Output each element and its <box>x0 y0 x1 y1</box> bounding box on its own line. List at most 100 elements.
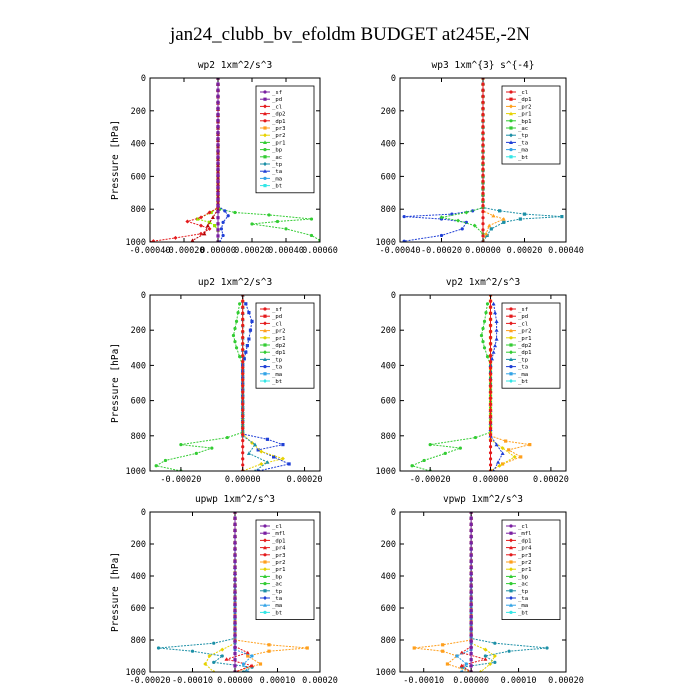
data-point-vpwp-2-4 <box>488 662 493 666</box>
x-tick-label-vpwp-2: 0.00010 <box>501 676 537 686</box>
series-marker-up2-0-0-1 <box>236 311 240 315</box>
legend-marker-wp2-5 <box>263 126 267 130</box>
data-point-vp2-0-11 <box>410 464 414 468</box>
series-marker-vp2-4-0-26 <box>488 451 493 455</box>
series-marker-upwp-5-0-1 <box>233 516 237 520</box>
legend-label-vpwp-10: _ta <box>518 596 528 602</box>
series-marker-up2-4-0-5 <box>241 323 245 327</box>
data-point-vpwp-2-2 <box>483 647 488 652</box>
series-marker-wp2-5-0-9 <box>216 131 220 135</box>
panel-title-upwp: upwp 1xm^2/s^3 <box>195 494 275 505</box>
y-tick-label-wp2-0: 0 <box>141 74 146 84</box>
series-marker-vp2-4-0-19 <box>488 408 493 412</box>
x-tick-label-vp2-0: -0.00020 <box>410 475 451 485</box>
data-point-up2-1-6 <box>281 443 285 447</box>
series-group-vp2 <box>410 295 532 471</box>
data-point-vp2-0-6 <box>473 435 478 440</box>
data-point-wp3-1-7 <box>489 227 493 231</box>
series-marker-vp2-4-0-14 <box>488 378 493 382</box>
series-group-wp3 <box>402 78 564 242</box>
series-marker-vp2-4-0-18 <box>488 402 493 406</box>
series-marker-wp3-4-0-24 <box>481 222 485 226</box>
x-tick-label-vpwp-0: -0.00010 <box>403 676 444 686</box>
series-marker-vp2-4-0-5 <box>488 323 493 327</box>
data-point-wp3-1-3 <box>522 212 527 216</box>
y-tick-label-up2-1: 200 <box>131 326 146 336</box>
series-marker-vp2-4-0-20 <box>488 414 493 418</box>
y-tick-label-wp3-5: 1000 <box>376 238 396 248</box>
legend-marker-vp2-5 <box>509 343 513 347</box>
legend-label-vp2-7: _tp <box>518 357 529 363</box>
legend-marker-upwp-8 <box>263 582 267 586</box>
series-marker-upwp-5-0-9 <box>233 565 237 569</box>
data-point-wp2-2-4 <box>185 219 190 224</box>
legend-label-up2-3: _pr2 <box>272 329 285 335</box>
series-marker-vp2-4-0-17 <box>488 396 493 400</box>
legend-marker-up2-4 <box>263 336 267 340</box>
series-marker-vpwp-5-0-3 <box>469 528 473 533</box>
panel-wp2: wp2 1xm^2/s^3 Pressure [hPa] -0.00040-0.00… <box>110 60 338 256</box>
legend-label-upwp-12: _bt <box>272 610 282 616</box>
legend-marker-up2-7 <box>263 357 267 361</box>
y-tick-label-up2-5: 1000 <box>126 467 146 477</box>
legend-marker-up2-0 <box>263 307 267 311</box>
data-point-vp2-1-5 <box>519 455 523 459</box>
series-marker-wp3-4-0-3 <box>481 94 485 98</box>
legend-label-up2-6: _dp1 <box>272 350 285 356</box>
x-tick-label-vpwp-1: 0.00000 <box>453 676 489 686</box>
data-point-vpwp-2-3 <box>492 654 497 658</box>
series-marker-vpwp-5-0-6 <box>469 547 473 551</box>
data-point-vp2-0-3 <box>482 346 487 350</box>
legend-marker-up2-1 <box>263 314 267 318</box>
legend-label-vp2-10: _bt <box>518 379 528 385</box>
data-point-vpwp-0-4 <box>507 649 511 653</box>
series-marker-up2-4-0-2 <box>241 305 245 309</box>
series-marker-upwp-5-0-24 <box>233 658 237 662</box>
y-tick-label-wp3-1: 200 <box>381 107 396 117</box>
data-point-up2-1-10 <box>256 469 260 471</box>
data-point-wp2-1-4 <box>207 220 212 224</box>
series-marker-upwp-5-0-20 <box>233 633 237 637</box>
legend-label-upwp-11: _ma <box>272 603 282 609</box>
y-tick-label-vp2-1: 200 <box>381 326 396 336</box>
legend-label-wp3-9: _bt <box>518 155 528 161</box>
data-point-wp2-3-4 <box>202 231 207 236</box>
series-marker-wp2-5-0-1 <box>216 82 220 86</box>
data-point-vp2-0-9 <box>443 451 447 455</box>
data-point-vpwp-3-4 <box>459 663 464 668</box>
y-tick-label-wp2-5: 1000 <box>126 238 146 248</box>
series-line-upwp-1 <box>234 512 308 672</box>
legend-label-upwp-4: _pr3 <box>272 553 285 559</box>
panel-vpwp: vpwp 1xm^2/s^3 -0.00010 0.00000 0.00010 0.00… <box>376 494 584 686</box>
data-point-wp2-3-5 <box>190 238 195 242</box>
data-point-vpwp-0-3 <box>545 646 549 650</box>
legend-vp2: _sf_pd_cl _pr2_pr1_dp2_dp1_tp _ta_ma_bt <box>501 302 561 389</box>
y-tick-label-vp2-5: 1000 <box>376 467 396 477</box>
legend-marker-wp2-0 <box>263 90 267 94</box>
series-marker-upwp-5-0-15 <box>233 602 237 606</box>
series-marker-wp3-4-0-21 <box>481 203 485 208</box>
legend-label-upwp-7: _bp <box>272 574 283 580</box>
legend-marker-wp3-7 <box>509 140 513 144</box>
legend-marker-vpwp-4 <box>509 553 513 557</box>
series-marker-wp2-5-0-4 <box>216 100 220 104</box>
legend-label-wp3-2: _pr2 <box>518 104 531 110</box>
panel-up2: up2 1xm^2/s^3 Pressure [hPa] -0.00020 0.000… <box>110 277 322 485</box>
series-marker-up2-1-1-1 <box>248 328 253 332</box>
data-point-wp2-2-6 <box>207 226 212 231</box>
series-marker-up2-4-0-11 <box>241 360 245 364</box>
series-marker-vpwp-5-0-10 <box>469 571 473 576</box>
data-point-wp3-3-4 <box>487 223 492 228</box>
legend-marker-wp2-6 <box>263 133 267 138</box>
data-point-wp3-0-8 <box>439 233 444 238</box>
legend-marker-vp2-1 <box>509 314 513 318</box>
y-tick-label-vp2-3: 600 <box>381 397 396 407</box>
series-marker-up2-4-0-1 <box>241 299 245 303</box>
legend-label-vp2-3: _pr2 <box>518 329 531 335</box>
legend-marker-wp2-1 <box>263 97 267 101</box>
series-marker-wp3-4-0-1 <box>481 82 485 86</box>
legend-label-wp2-10: _tp <box>272 162 283 168</box>
data-point-upwp-1-2 <box>267 643 271 647</box>
data-point-vp2-2-3 <box>512 454 517 459</box>
data-point-upwp-0-2 <box>212 641 216 645</box>
